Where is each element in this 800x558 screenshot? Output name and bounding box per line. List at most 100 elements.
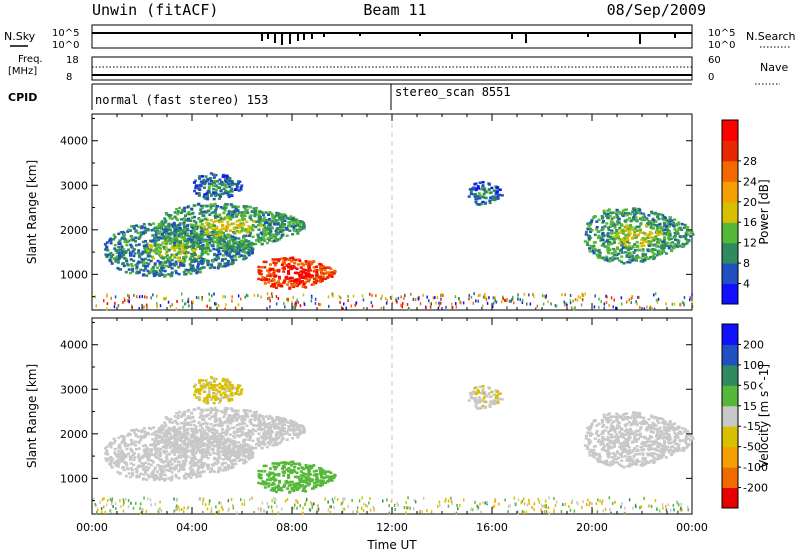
velocity-point xyxy=(210,423,213,426)
power-ground-point xyxy=(211,294,213,297)
power-ground-point xyxy=(214,302,216,305)
power-point xyxy=(219,239,222,242)
power-ground-point xyxy=(238,303,240,306)
power-point xyxy=(236,213,239,216)
power-point xyxy=(187,211,190,214)
power-point xyxy=(616,216,619,219)
power-point xyxy=(147,263,150,266)
power-point xyxy=(263,224,266,227)
power-point xyxy=(609,257,612,260)
power-ground-point xyxy=(231,300,233,303)
velocity-point xyxy=(137,430,140,433)
power-point xyxy=(282,267,285,270)
power-point xyxy=(475,189,478,192)
velocity-point xyxy=(263,428,266,431)
velocity-point xyxy=(204,455,207,458)
power-point xyxy=(157,260,160,263)
power-point xyxy=(171,267,174,270)
power-point xyxy=(652,219,655,222)
power-ground-point xyxy=(484,293,486,296)
nsearch-tick-bottom: 10^0 xyxy=(708,40,735,51)
power-point xyxy=(288,225,291,228)
velocity-point xyxy=(283,427,286,430)
velocity-point xyxy=(170,435,173,438)
velocity-point xyxy=(162,427,165,430)
power-point xyxy=(217,243,220,246)
power-point xyxy=(208,182,211,185)
velocity-point xyxy=(189,467,192,470)
power-point xyxy=(668,247,671,250)
power-point xyxy=(642,232,645,235)
velocity-point xyxy=(166,454,169,457)
power-point xyxy=(287,271,290,274)
power-point xyxy=(144,265,147,268)
power-point xyxy=(141,252,144,255)
power-point xyxy=(206,261,209,264)
power-point xyxy=(134,230,137,233)
power-point xyxy=(258,269,261,272)
power-ground-point xyxy=(127,294,129,297)
power-point xyxy=(159,244,162,247)
power-point xyxy=(153,275,156,278)
power-point xyxy=(175,239,178,242)
velocity-point xyxy=(154,453,157,456)
power-point xyxy=(179,242,182,245)
power-point xyxy=(156,236,159,239)
power-point xyxy=(676,239,679,242)
velocity-point xyxy=(199,412,202,415)
velocity-point xyxy=(143,449,146,452)
power-point xyxy=(234,259,237,262)
velocity-point xyxy=(149,428,152,431)
velocity-point xyxy=(229,460,232,463)
power-point xyxy=(656,216,659,219)
power-point xyxy=(492,198,495,201)
power-ground-point xyxy=(139,295,141,298)
velocity-point xyxy=(142,477,145,480)
velocity-point xyxy=(186,410,189,413)
power-point xyxy=(218,197,221,200)
power-point xyxy=(162,223,165,226)
power-point xyxy=(138,271,141,274)
power-point xyxy=(305,260,308,263)
power-point xyxy=(300,270,303,273)
power-ground-point xyxy=(455,302,457,305)
power-ground-point xyxy=(222,295,224,298)
power-point xyxy=(622,214,625,217)
power-ground-point xyxy=(160,304,162,307)
velocity-point xyxy=(244,455,247,458)
power-point xyxy=(288,230,291,233)
power-point xyxy=(169,256,172,259)
power-ground-point xyxy=(594,294,596,297)
power-ground-point xyxy=(400,295,402,298)
velocity-point xyxy=(170,467,173,470)
power-ground-point xyxy=(276,302,278,305)
power-ground-point xyxy=(530,303,532,306)
power-point xyxy=(123,233,126,236)
power-point xyxy=(275,232,278,235)
power-point xyxy=(149,224,152,227)
velocity-point xyxy=(191,421,194,424)
power-point xyxy=(296,224,299,227)
power-point xyxy=(202,179,205,182)
velocity-point xyxy=(123,437,126,440)
power-point xyxy=(616,248,619,251)
power-point xyxy=(204,251,207,254)
power-point xyxy=(281,257,284,260)
power-ground-point xyxy=(507,298,509,301)
power-ground-point xyxy=(311,296,313,299)
power-point xyxy=(501,194,504,197)
velocity-point xyxy=(179,467,182,470)
power-ground-point xyxy=(269,299,271,302)
velocity-point xyxy=(269,433,272,436)
power-ground-point xyxy=(577,299,579,302)
power-ground-point xyxy=(410,293,412,296)
power-point xyxy=(602,257,605,260)
velocity-point xyxy=(177,414,180,417)
power-point xyxy=(118,239,121,242)
velocity-point xyxy=(234,463,237,466)
power-point xyxy=(188,246,191,249)
power-point xyxy=(220,181,223,184)
velocity-point xyxy=(241,431,244,434)
power-point xyxy=(673,218,676,221)
power-point xyxy=(632,208,635,211)
